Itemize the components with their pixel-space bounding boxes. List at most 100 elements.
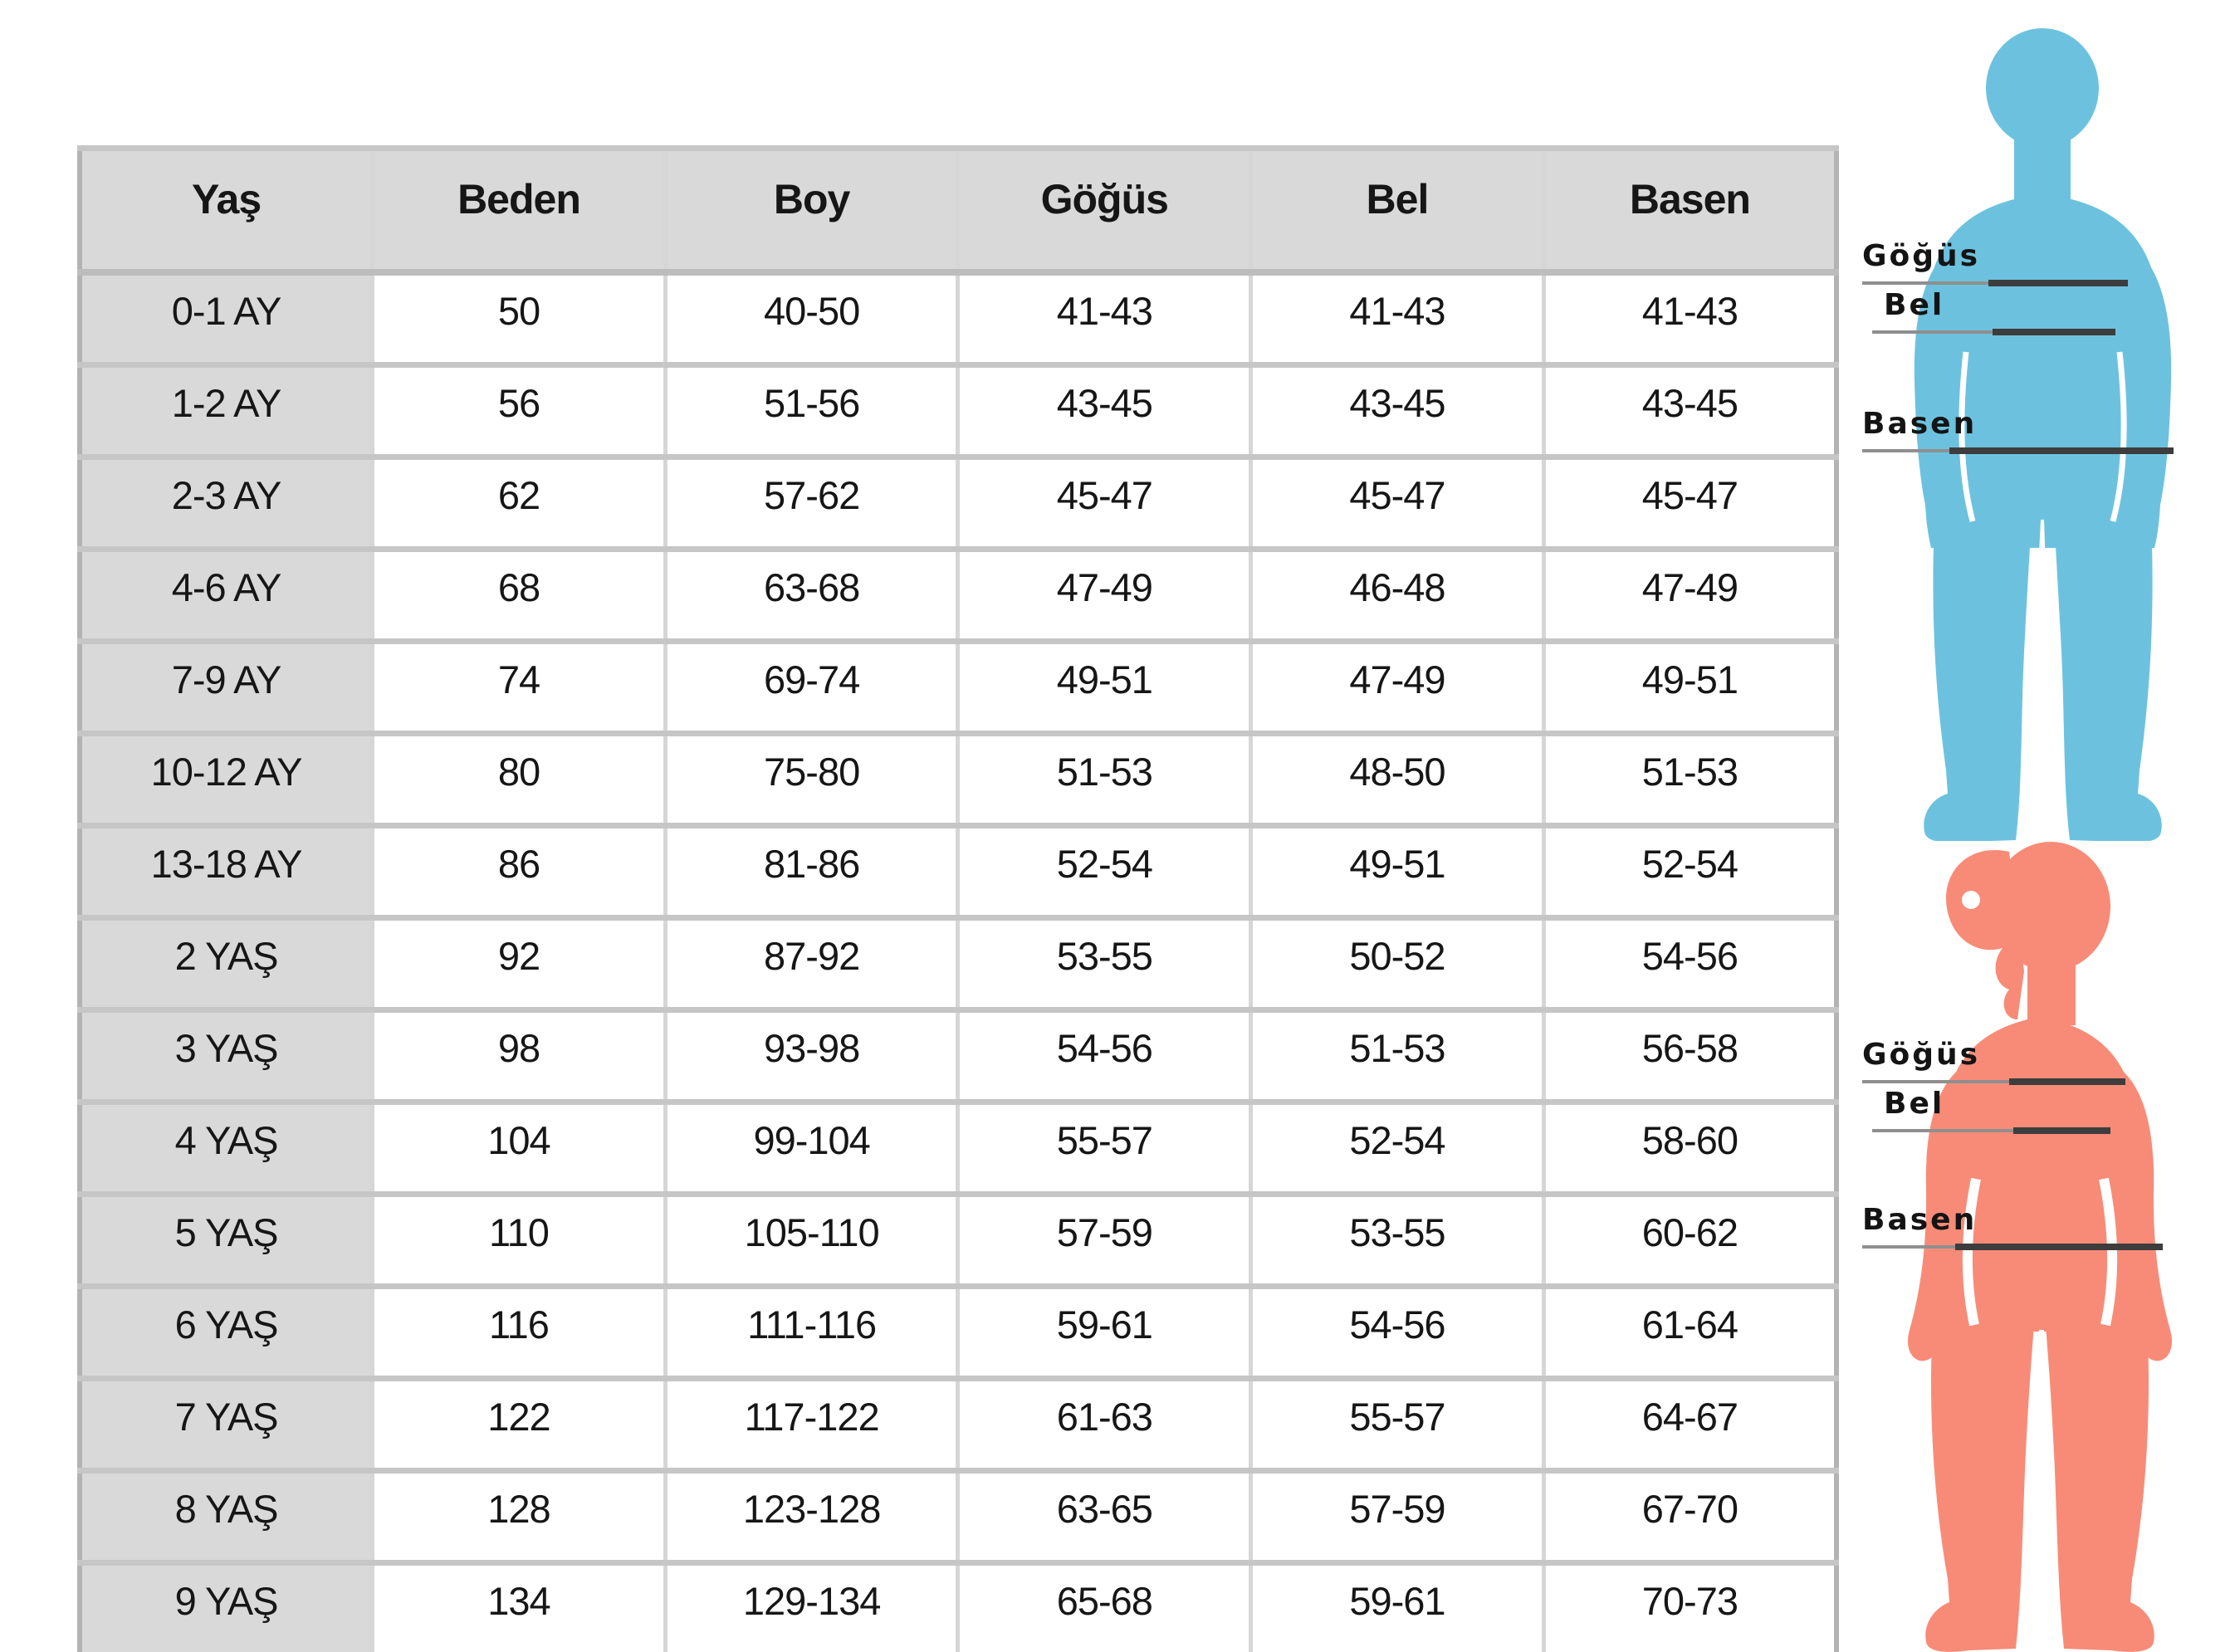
size-table-body: 0-1 AY 50 40-50 41-43 41-43 41-43 1-2 AY 56 51-5… [77, 269, 1839, 1652]
table-cell: 51-53 [1249, 1007, 1546, 1105]
girl-waist-measure-line [2013, 1127, 2110, 1134]
table-row: 4-6 AY 68 63-68 47-49 46-48 47-49 [77, 546, 1839, 644]
table-cell: 56-58 [1541, 1007, 1839, 1105]
table-cell: 105-110 [663, 1191, 961, 1289]
table-cell: 43-45 [956, 362, 1254, 460]
table-cell: 54-56 [1541, 915, 1839, 1013]
boy-silhouette-graphic [1914, 28, 2172, 841]
row-header-cell: 3 YAŞ [77, 1007, 375, 1105]
table-cell: 87-92 [663, 915, 961, 1013]
table-cell: 52-54 [1249, 1099, 1546, 1197]
table-cell: 61-63 [956, 1376, 1254, 1474]
table-cell: 134 [370, 1560, 668, 1652]
table-cell: 54-56 [1249, 1283, 1546, 1381]
row-header-cell: 7 YAŞ [77, 1376, 375, 1474]
table-cell: 122 [370, 1376, 668, 1474]
girl-chest-label: Göğüs [1862, 1038, 1981, 1072]
table-cell: 49-51 [1249, 823, 1546, 921]
row-header-cell: 10-12 AY [77, 731, 375, 828]
table-cell: 65-68 [956, 1560, 1254, 1652]
row-header-cell: 4 YAŞ [77, 1099, 375, 1197]
table-cell: 54-56 [956, 1007, 1254, 1105]
table-cell: 41-43 [956, 269, 1254, 368]
table-cell: 57-62 [663, 454, 961, 552]
table-cell: 47-49 [1541, 546, 1839, 644]
table-cell: 59-61 [1249, 1560, 1546, 1652]
table-cell: 49-51 [1541, 638, 1839, 736]
table-cell: 111-116 [663, 1283, 961, 1381]
column-header-5: Basen [1541, 145, 1839, 276]
table-cell: 128 [370, 1468, 668, 1566]
table-cell: 53-55 [1249, 1191, 1546, 1289]
boy-chest-measure-line [1988, 280, 2128, 286]
table-cell: 74 [370, 638, 668, 736]
table-cell: 55-57 [1249, 1376, 1546, 1474]
table-cell: 41-43 [1541, 269, 1839, 368]
table-cell: 93-98 [663, 1007, 961, 1105]
girl-hip-label: Basen [1862, 1203, 1978, 1237]
table-cell: 123-128 [663, 1468, 961, 1566]
table-row: 5 YAŞ 110 105-110 57-59 53-55 60-62 [77, 1191, 1839, 1289]
row-header-cell: 1-2 AY [77, 362, 375, 460]
table-cell: 63-68 [663, 546, 961, 644]
girl-chest-guide-line [1862, 1080, 2125, 1083]
table-row: 0-1 AY 50 40-50 41-43 41-43 41-43 [77, 269, 1839, 368]
row-header-cell: 2 YAŞ [77, 915, 375, 1013]
table-cell: 52-54 [1541, 823, 1839, 921]
girl-waist-guide-line [1872, 1129, 2110, 1132]
table-row: 1-2 AY 56 51-56 43-45 43-45 43-45 [77, 362, 1839, 460]
table-row: 8 YAŞ 128 123-128 63-65 57-59 67-70 [77, 1468, 1839, 1566]
table-cell: 63-65 [956, 1468, 1254, 1566]
header-row: Yaş Beden Boy Göğüs Bel Basen [77, 145, 1839, 276]
table-row: 3 YAŞ 98 93-98 54-56 51-53 56-58 [77, 1007, 1839, 1105]
boy-hip-measure-line [1949, 447, 2174, 454]
row-header-cell: 6 YAŞ [77, 1283, 375, 1381]
table-cell: 69-74 [663, 638, 961, 736]
row-header-cell: 2-3 AY [77, 454, 375, 552]
table-cell: 80 [370, 731, 668, 828]
table-cell: 58-60 [1541, 1099, 1839, 1197]
table-row: 4 YAŞ 104 99-104 55-57 52-54 58-60 [77, 1099, 1839, 1197]
table-row: 9 YAŞ 134 129-134 65-68 59-61 70-73 [77, 1560, 1839, 1652]
column-header-0: Yaş [77, 145, 375, 276]
table-cell: 41-43 [1249, 269, 1546, 368]
table-cell: 51-56 [663, 362, 961, 460]
table-cell: 55-57 [956, 1099, 1254, 1197]
table-row: 13-18 AY 86 81-86 52-54 49-51 52-54 [77, 823, 1839, 921]
table-row: 2-3 AY 62 57-62 45-47 45-47 45-47 [77, 454, 1839, 552]
table-cell: 99-104 [663, 1099, 961, 1197]
table-cell: 59-61 [956, 1283, 1254, 1381]
table-cell: 47-49 [1249, 638, 1546, 736]
column-header-2: Boy [663, 145, 961, 276]
table-cell: 104 [370, 1099, 668, 1197]
row-header-cell: 8 YAŞ [77, 1468, 375, 1566]
table-row: 6 YAŞ 116 111-116 59-61 54-56 61-64 [77, 1283, 1839, 1381]
girl-chest-measure-line [2009, 1078, 2125, 1085]
row-header-cell: 5 YAŞ [77, 1191, 375, 1289]
table-cell: 47-49 [956, 546, 1254, 644]
table-cell: 57-59 [1249, 1468, 1546, 1566]
table-cell: 43-45 [1249, 362, 1546, 460]
row-header-cell: 0-1 AY [77, 269, 375, 368]
table-cell: 48-50 [1249, 731, 1546, 828]
table-cell: 68 [370, 546, 668, 644]
boy-silhouette [1883, 23, 2203, 841]
table-cell: 60-62 [1541, 1191, 1839, 1289]
table-cell: 45-47 [1541, 454, 1839, 552]
row-header-cell: 9 YAŞ [77, 1560, 375, 1652]
boy-waist-measure-line [1993, 329, 2115, 335]
table-cell: 40-50 [663, 269, 961, 368]
table-cell: 117-122 [663, 1376, 961, 1474]
row-header-cell: 4-6 AY [77, 546, 375, 644]
column-header-1: Beden [370, 145, 668, 276]
table-cell: 43-45 [1541, 362, 1839, 460]
row-header-cell: 13-18 AY [77, 823, 375, 921]
table-cell: 49-51 [956, 638, 1254, 736]
size-table: Yaş Beden Boy Göğüs Bel Basen 0-1 AY 50 40-50 41… [77, 145, 1839, 1652]
table-cell: 56 [370, 362, 668, 460]
table-cell: 116 [370, 1283, 668, 1381]
table-cell: 53-55 [956, 915, 1254, 1013]
table-cell: 57-59 [956, 1191, 1254, 1289]
table-row: 7 YAŞ 122 117-122 61-63 55-57 64-67 [77, 1376, 1839, 1474]
table-cell: 110 [370, 1191, 668, 1289]
